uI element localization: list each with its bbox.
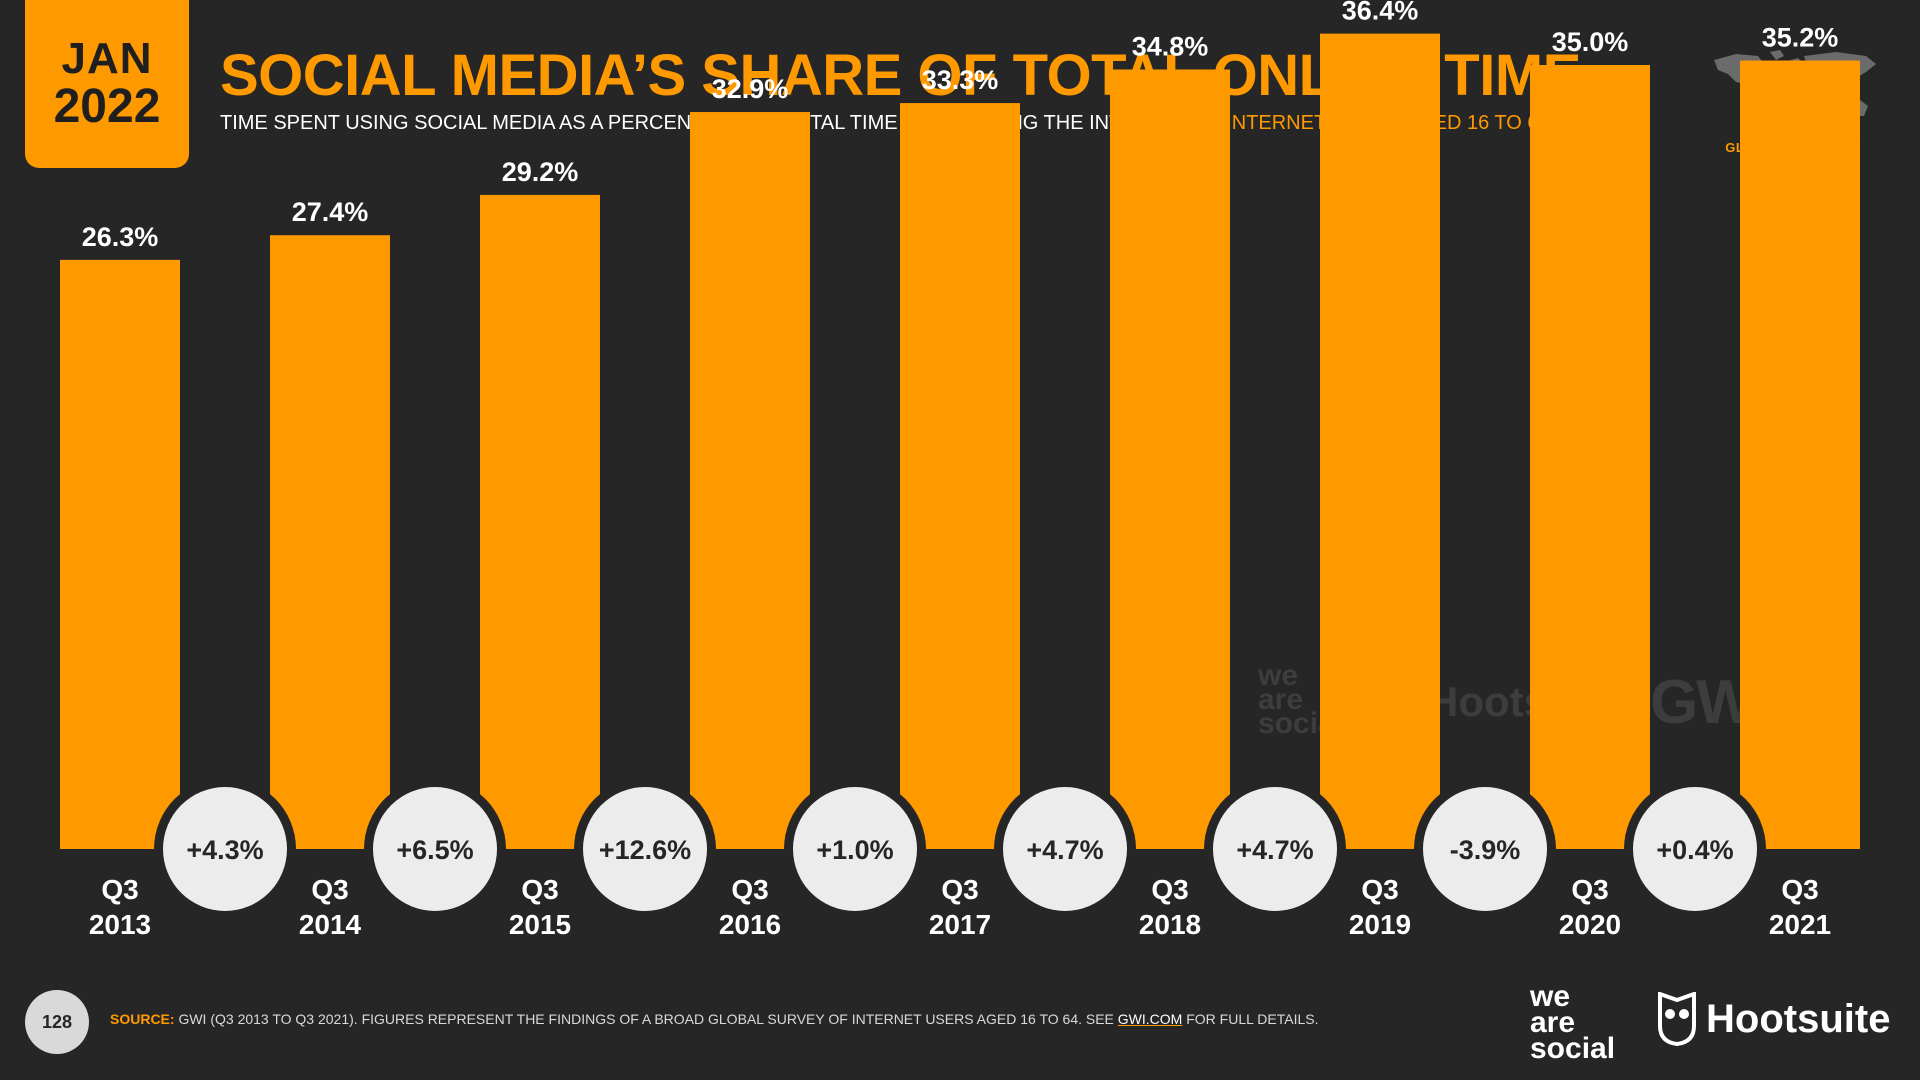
x-tick-label: Q3 [1151,874,1188,905]
logo-line: social [1530,1031,1616,1065]
change-label: +4.3% [186,835,263,865]
change-badge [373,787,497,911]
x-tick-label: Q3 [101,874,138,905]
x-tick-label: Q3 [1781,874,1818,905]
hootsuite-logo-text: Hootsuite [1706,996,1891,1041]
change-label: +0.4% [1656,835,1733,865]
watermark-was-line: we [1258,659,1299,692]
x-tick-label: 2021 [1769,909,1831,940]
bar-value-label: 27.4% [292,197,369,227]
change-badge [1213,787,1337,911]
source-label: SOURCE: [110,1011,175,1027]
bar [270,235,390,850]
bar [900,103,1020,849]
change-badge [1003,787,1127,911]
x-tick-label: Q3 [1571,874,1608,905]
date-month: JAN [61,34,153,83]
x-tick-label: Q3 [941,874,978,905]
source-tail: FOR FULL DETAILS. [1182,1011,1319,1027]
watermark-was-line: are [1258,683,1304,716]
date-badge: JAN 2022 [25,0,189,168]
source-text: GWI (Q3 2013 TO Q3 2021). FIGURES REPRES… [174,1011,1118,1027]
bar-value-label: 29.2% [502,157,579,187]
bar [1740,60,1860,849]
bar-value-label: 26.3% [82,222,159,252]
change-badge [1633,787,1757,911]
hootsuite-logo: Hootsuite [1656,992,1890,1046]
x-tick-label: Q3 [311,874,348,905]
x-tick-label: Q3 [521,874,558,905]
x-tick-label: 2020 [1559,909,1621,940]
change-label: +4.7% [1026,835,1103,865]
bar-value-label: 36.4% [1342,0,1419,26]
bar [480,194,600,850]
x-tick-label: 2013 [89,909,151,940]
bar [60,259,180,849]
logo-line: are [1530,1005,1576,1039]
x-tick-label: Q3 [731,874,768,905]
x-tick-label: 2019 [1349,909,1411,940]
bar [690,112,810,850]
change-label: -3.9% [1450,835,1521,865]
logo-line: we [1530,980,1571,1013]
change-badge [1423,787,1547,911]
x-tick-label: 2016 [719,909,781,940]
bar-value-label: 32.9% [712,74,789,104]
bar-value-label: 34.8% [1132,31,1209,61]
hootsuite-owl-icon [1658,992,1696,1046]
change-label: +12.6% [599,835,691,865]
change-label: +4.7% [1236,835,1313,865]
date-year: 2022 [53,80,161,133]
x-tick-label: 2014 [299,909,362,940]
x-tick-label: 2017 [929,909,991,940]
bar [1530,65,1650,849]
source-link[interactable]: GWI.COM [1117,1011,1183,1027]
bar-value-label: 33.3% [922,65,999,95]
bar [1110,69,1230,850]
page-number: 128 [25,990,89,1054]
x-tick-label: 2015 [509,909,571,940]
we-are-social-logo: we are social [1530,980,1616,1065]
bar-value-label: 35.0% [1552,27,1629,57]
change-label: +6.5% [396,835,473,865]
change-badge [163,787,287,911]
change-badge [583,787,707,911]
bar-value-label: 35.2% [1762,23,1839,53]
change-badge [793,787,917,911]
x-tick-label: 2018 [1139,909,1201,940]
x-tick-label: Q3 [1361,874,1398,905]
source-note: SOURCE: GWI (Q3 2013 TO Q3 2021). FIGURE… [110,1011,1318,1027]
change-label: +1.0% [816,835,893,865]
bar [1320,33,1440,849]
